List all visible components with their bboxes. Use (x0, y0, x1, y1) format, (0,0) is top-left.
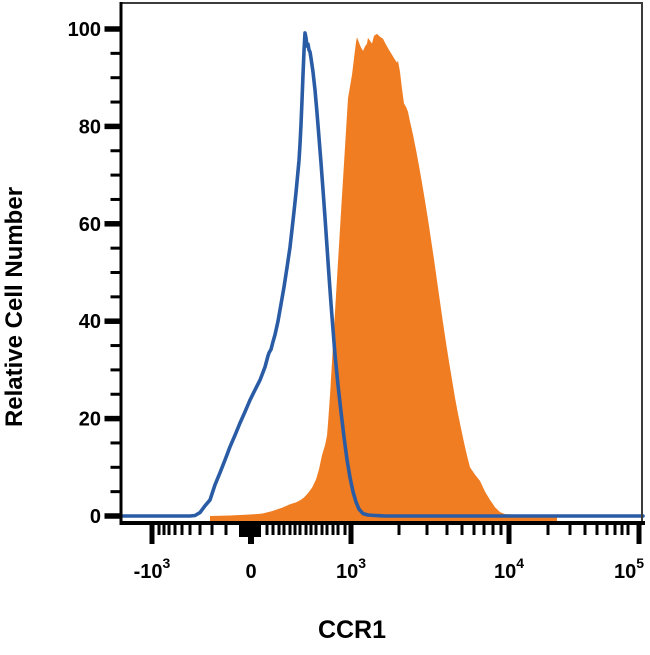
y-minor-tick (110, 344, 120, 348)
y-tick-label: 40 (79, 311, 101, 333)
x-minor-tick (620, 524, 624, 535)
x-minor-tick (157, 524, 161, 535)
y-tick-label: 100 (68, 19, 101, 41)
y-minor-tick (110, 246, 120, 250)
y-tick-label: 20 (79, 409, 101, 431)
bottom-spine (119, 521, 645, 525)
y-minor-tick (110, 465, 120, 469)
x-major-tick (636, 524, 642, 544)
y-axis-title: Relative Cell Number (1, 187, 28, 427)
x-tick-label: 103 (336, 555, 366, 583)
x-minor-tick (568, 524, 572, 535)
x-minor-tick (499, 524, 503, 535)
y-minor-tick (110, 441, 120, 445)
x-minor-tick (162, 524, 166, 535)
orange-filled-histogram (210, 33, 557, 522)
right-spine (641, 2, 643, 521)
y-minor-tick (110, 100, 120, 104)
y-minor-tick (110, 295, 120, 299)
x-axis: -103 0 103 104 105 (134, 524, 644, 583)
x-minor-tick (173, 524, 177, 535)
series-layer (121, 31, 645, 522)
x-minor-tick (626, 524, 630, 535)
y-major-tick (104, 513, 120, 519)
x-minor-tick (331, 524, 335, 535)
y-major-tick (104, 221, 120, 227)
x-minor-tick (210, 524, 214, 535)
y-tick-label: 60 (79, 214, 101, 236)
y-minor-tick (110, 490, 120, 494)
y-major-tick (104, 26, 120, 32)
left-spine (119, 2, 123, 525)
blue-outline-histogram (121, 31, 645, 518)
x-minor-tick (482, 524, 486, 535)
x-minor-tick (583, 524, 587, 535)
x-tick-label: -103 (134, 555, 171, 583)
x-minor-tick (293, 524, 297, 535)
x-minor-tick (188, 524, 192, 535)
y-minor-tick (110, 149, 120, 153)
y-major-tick (104, 123, 120, 130)
top-spine (121, 2, 643, 4)
y-minor-tick (110, 368, 120, 372)
x-minor-tick (304, 524, 308, 535)
x-minor-tick (336, 524, 340, 535)
x-minor-tick (167, 524, 171, 535)
x-minor-tick (425, 524, 429, 535)
y-tick-label: 0 (90, 506, 101, 528)
x-tick-label: 105 (614, 555, 644, 583)
x-major-tick (348, 524, 354, 544)
x-minor-tick (265, 524, 269, 535)
x-minor-tick (320, 524, 324, 535)
x-minor-tick (298, 524, 302, 535)
x-minor-tick (595, 524, 599, 535)
x-minor-tick (288, 524, 292, 535)
x-minor-tick (282, 524, 286, 535)
x-minor-tick (445, 524, 449, 535)
x-axis-title: CCR1 (318, 616, 386, 644)
x-tick-label: 104 (494, 555, 524, 583)
x-major-tick (248, 524, 254, 544)
x-minor-tick (198, 524, 202, 535)
x-minor-tick (271, 524, 275, 535)
x-minor-tick (546, 524, 550, 535)
y-major-tick (104, 318, 120, 324)
x-minor-tick (325, 524, 329, 535)
y-minor-tick (110, 76, 120, 80)
x-major-tick (149, 524, 155, 544)
x-minor-tick (605, 524, 609, 535)
x-minor-tick (314, 524, 318, 535)
y-minor-tick (110, 392, 120, 396)
y-minor-tick (110, 271, 120, 274)
x-minor-tick (343, 524, 347, 535)
y-tick-label: 80 (79, 116, 101, 138)
x-minor-tick (460, 524, 464, 535)
y-minor-tick (110, 197, 120, 201)
x-minor-tick (224, 524, 228, 535)
x-tick-label: 0 (245, 561, 256, 583)
y-major-tick (104, 415, 120, 422)
x-minor-tick (277, 524, 281, 535)
x-minor-tick (472, 524, 476, 535)
x-minor-tick (491, 524, 495, 535)
y-minor-tick (110, 173, 120, 177)
x-minor-tick (613, 524, 617, 535)
y-axis: 0 20 40 60 80 100 (68, 19, 120, 528)
x-minor-tick (397, 524, 401, 535)
y-minor-tick (110, 51, 120, 55)
x-minor-tick (309, 524, 313, 535)
plot-frame (119, 2, 645, 525)
x-minor-tick (180, 524, 184, 535)
x-major-tick (506, 524, 512, 544)
